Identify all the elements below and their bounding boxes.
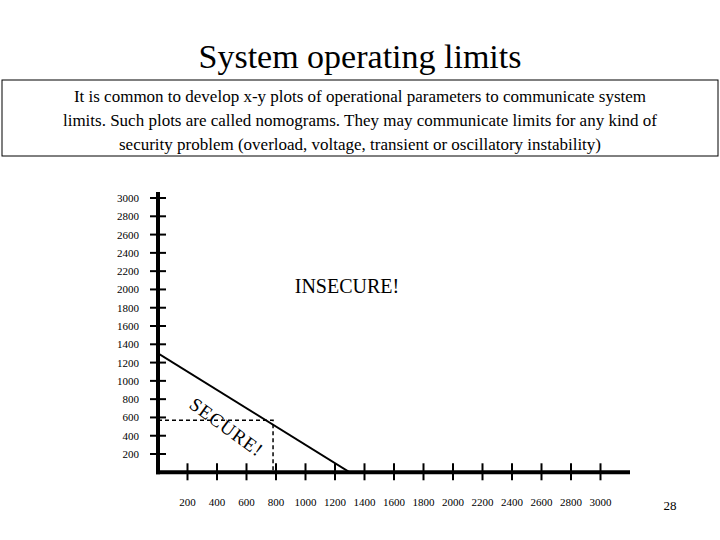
annotation-secure: SECURE! xyxy=(186,393,268,461)
x-tick-label: 1000 xyxy=(295,496,318,508)
x-tick-label: 200 xyxy=(179,496,196,508)
page-number: 28 xyxy=(664,498,677,513)
y-tick xyxy=(150,453,166,455)
y-tick xyxy=(150,398,166,400)
x-tick xyxy=(246,463,248,480)
slide: System operating limits It is common to d… xyxy=(0,0,720,540)
y-tick xyxy=(150,252,166,254)
chart: 200 400 600 800 1000 1200 1400 1600 1800 2000 2200… xyxy=(117,192,630,508)
y-tick xyxy=(150,270,166,272)
y-tick-label: 1600 xyxy=(117,320,140,332)
x-tick-label: 2000 xyxy=(442,496,465,508)
limit-line xyxy=(158,353,350,472)
y-tick xyxy=(150,215,166,217)
annotation-insecure: INSECURE! xyxy=(295,275,399,297)
description-box xyxy=(2,80,718,156)
y-tick-label: 600 xyxy=(123,411,140,423)
y-tick xyxy=(150,325,166,327)
description-line: limits. Such plots are called nomograms.… xyxy=(63,111,657,130)
y-tick-label: 2800 xyxy=(117,210,140,222)
x-tick-label: 3000 xyxy=(590,496,613,508)
y-tick-label: 800 xyxy=(123,393,140,405)
y-tick-label: 2400 xyxy=(117,247,140,259)
x-tick-label: 1600 xyxy=(383,496,406,508)
x-tick xyxy=(570,463,572,480)
x-tick-label: 800 xyxy=(268,496,285,508)
x-tick-label: 1800 xyxy=(413,496,436,508)
x-tick xyxy=(275,463,277,480)
y-tick-label: 2000 xyxy=(117,283,140,295)
y-tick xyxy=(150,416,166,418)
x-tick xyxy=(511,463,513,480)
description-line: It is common to develop x-y plots of ope… xyxy=(74,87,646,106)
x-tick xyxy=(187,463,189,480)
x-tick xyxy=(452,463,454,480)
x-tick xyxy=(216,463,218,480)
x-tick xyxy=(305,463,307,480)
y-tick-label: 1200 xyxy=(117,357,140,369)
x-tick-label: 2400 xyxy=(501,496,524,508)
y-tick xyxy=(150,307,166,309)
y-tick-label: 200 xyxy=(123,448,140,460)
y-tick xyxy=(150,435,166,437)
description-line: security problem (overload, voltage, tra… xyxy=(119,135,601,154)
y-tick-label: 1000 xyxy=(117,375,140,387)
x-tick-label: 1200 xyxy=(324,496,347,508)
y-tick-label: 2600 xyxy=(117,229,140,241)
x-tick-label: 400 xyxy=(209,496,226,508)
title: System operating limits xyxy=(199,38,522,75)
y-tick xyxy=(150,380,166,382)
x-tick-label: 1400 xyxy=(354,496,377,508)
y-tick xyxy=(150,197,166,199)
y-tick xyxy=(150,234,166,236)
x-tick-label: 2200 xyxy=(472,496,495,508)
x-tick xyxy=(541,463,543,480)
x-tick-label: 2800 xyxy=(560,496,583,508)
series-group xyxy=(158,353,350,472)
x-tick-label: 2600 xyxy=(531,496,554,508)
y-tick-label: 3000 xyxy=(117,192,140,204)
x-tick xyxy=(334,463,336,480)
y-tick-label: 1800 xyxy=(117,302,140,314)
y-tick-label: 1400 xyxy=(117,338,140,350)
y-tick xyxy=(150,288,166,290)
y-tick xyxy=(150,362,166,364)
x-tick xyxy=(423,463,425,480)
y-tick-label: 400 xyxy=(123,430,140,442)
x-tick-label: 600 xyxy=(238,496,255,508)
y-tick-label: 2200 xyxy=(117,265,140,277)
x-tick xyxy=(364,463,366,480)
x-tick xyxy=(482,463,484,480)
x-tick xyxy=(393,463,395,480)
y-tick xyxy=(150,343,166,345)
x-tick xyxy=(600,463,602,480)
